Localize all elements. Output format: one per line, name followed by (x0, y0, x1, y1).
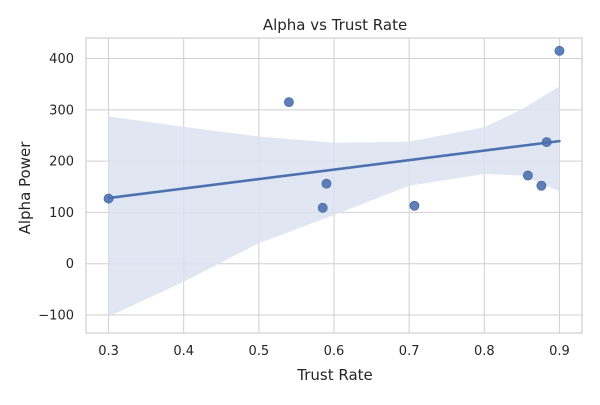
x-tick-label: 0.5 (249, 344, 270, 359)
regression-line-layer (107, 139, 561, 200)
data-point-1 (103, 193, 114, 204)
x-tick-label: 0.6 (324, 344, 345, 359)
confidence-band (108, 86, 560, 317)
y-tick-labels: −100 0 100 200 300 400 (38, 52, 74, 324)
x-tick-labels: 0.3 0.4 0.5 0.6 0.7 0.8 0.9 (98, 344, 570, 359)
y-tick-label: 300 (49, 103, 74, 118)
data-point-5 (409, 200, 420, 211)
x-tick-label: 0.3 (98, 344, 119, 359)
data-point-9 (554, 45, 565, 56)
x-tick-label: 0.8 (474, 344, 495, 359)
axes-frame (85, 37, 583, 334)
y-tick-label: −100 (38, 309, 74, 324)
data-point-2 (284, 97, 294, 108)
data-point-8 (541, 137, 552, 148)
x-axis-label: Trust Rate (296, 366, 373, 384)
data-point-6 (522, 170, 533, 181)
data-point-7 (536, 180, 547, 191)
y-tick-label: 200 (49, 155, 74, 170)
data-point-4 (321, 178, 332, 189)
x-tick-label: 0.4 (173, 344, 194, 359)
x-tick-label: 0.9 (549, 344, 570, 359)
points-layer (103, 45, 565, 213)
data-point-3 (317, 202, 328, 213)
chart-title: Alpha vs Trust Rate (263, 16, 407, 34)
y-tick-label: 0 (66, 257, 74, 272)
y-tick-label: 400 (49, 52, 74, 67)
y-tick-label: 100 (49, 206, 74, 221)
regression-line (107, 139, 561, 200)
y-axis-label: Alpha Power (16, 141, 34, 235)
plot-frame (85, 37, 583, 334)
x-tick-label: 0.7 (399, 344, 420, 359)
confidence-band-layer (108, 86, 560, 317)
